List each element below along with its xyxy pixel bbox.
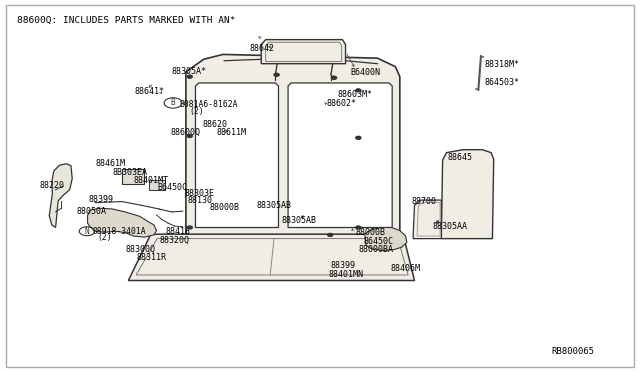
Text: 88406M: 88406M <box>390 264 420 273</box>
Text: 88305A*: 88305A* <box>172 67 207 76</box>
FancyBboxPatch shape <box>447 170 488 180</box>
Text: 88000B: 88000B <box>356 228 386 237</box>
Text: 88603M*: 88603M* <box>337 90 372 99</box>
Text: 88600Q: 88600Q <box>171 128 200 137</box>
Text: 88399: 88399 <box>330 261 355 270</box>
Circle shape <box>328 234 333 236</box>
Text: 88399: 88399 <box>89 195 114 204</box>
Text: 88318M*: 88318M* <box>484 60 520 69</box>
Text: 88641*: 88641* <box>135 87 165 96</box>
Text: 88611M: 88611M <box>216 128 246 137</box>
Text: 88461M: 88461M <box>95 159 125 168</box>
Polygon shape <box>261 39 346 64</box>
Text: 88050A: 88050A <box>76 207 106 216</box>
Circle shape <box>274 73 279 76</box>
Text: 88620: 88620 <box>202 121 227 129</box>
Text: 88602*: 88602* <box>326 99 356 108</box>
Text: B6450C: B6450C <box>157 183 187 192</box>
Text: 88401MT: 88401MT <box>134 176 168 185</box>
Text: 864503*: 864503* <box>484 78 520 87</box>
Text: 88311R: 88311R <box>137 253 166 262</box>
FancyBboxPatch shape <box>149 180 165 190</box>
Text: 88000BA: 88000BA <box>358 244 394 253</box>
Text: 8B303EA: 8B303EA <box>113 168 147 177</box>
Text: 88418: 88418 <box>166 227 191 237</box>
Circle shape <box>356 226 361 229</box>
Polygon shape <box>186 54 400 235</box>
Text: N: N <box>84 227 89 236</box>
FancyBboxPatch shape <box>447 200 488 210</box>
Text: B6400N: B6400N <box>351 68 381 77</box>
FancyBboxPatch shape <box>6 5 634 367</box>
Text: RB800065: RB800065 <box>551 347 594 356</box>
Text: 08918-3401A: 08918-3401A <box>92 227 146 236</box>
Polygon shape <box>129 234 415 280</box>
Text: 88130: 88130 <box>188 196 213 205</box>
Text: (2): (2) <box>97 233 112 243</box>
Text: 88305AB: 88305AB <box>256 201 291 210</box>
FancyBboxPatch shape <box>447 156 488 167</box>
Polygon shape <box>195 83 278 228</box>
Text: 88305AB: 88305AB <box>282 217 317 225</box>
Polygon shape <box>442 150 493 238</box>
Polygon shape <box>49 164 72 228</box>
Text: 88401MN: 88401MN <box>329 270 364 279</box>
Text: 88645: 88645 <box>448 153 473 161</box>
Circle shape <box>356 89 361 92</box>
Text: 88000B: 88000B <box>209 203 239 212</box>
Text: 88320Q: 88320Q <box>159 236 189 246</box>
Text: 88220: 88220 <box>39 181 64 190</box>
Text: 88642: 88642 <box>250 44 275 53</box>
Text: 88305AA: 88305AA <box>433 222 467 231</box>
Text: 86450C: 86450C <box>364 237 394 246</box>
Polygon shape <box>88 208 157 237</box>
Text: B081A6-8162A: B081A6-8162A <box>179 100 238 109</box>
Text: 88700: 88700 <box>412 197 437 206</box>
Circle shape <box>187 75 192 78</box>
Polygon shape <box>413 200 442 238</box>
Text: (2): (2) <box>189 108 204 116</box>
Polygon shape <box>365 228 407 250</box>
FancyBboxPatch shape <box>122 169 145 184</box>
Text: B: B <box>171 99 175 108</box>
FancyBboxPatch shape <box>447 215 488 225</box>
Text: 88300Q: 88300Q <box>125 244 156 253</box>
Circle shape <box>332 76 337 79</box>
FancyBboxPatch shape <box>447 185 488 195</box>
Circle shape <box>187 226 192 229</box>
Polygon shape <box>288 83 392 228</box>
Circle shape <box>356 137 361 139</box>
Circle shape <box>187 135 192 137</box>
Text: 88600Q: INCLUDES PARTS MARKED WITH AN*: 88600Q: INCLUDES PARTS MARKED WITH AN* <box>17 16 235 25</box>
Text: 88303E: 88303E <box>184 189 214 198</box>
